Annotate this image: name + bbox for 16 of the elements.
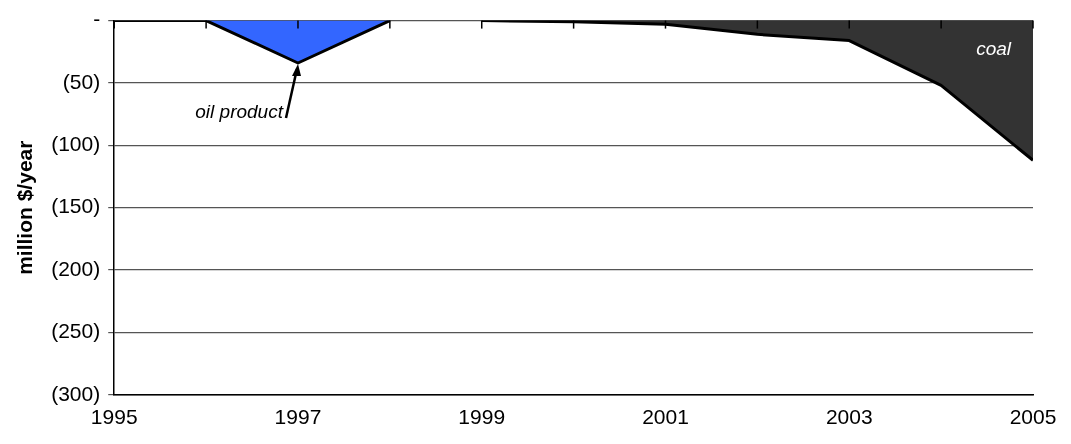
- y-tick-label: (300): [51, 381, 101, 405]
- y-tick-label: (100): [51, 132, 101, 156]
- y-tick-label: (250): [51, 319, 101, 343]
- x-tick-label: 1999: [458, 405, 506, 429]
- y-tick-label: (150): [51, 194, 101, 218]
- annotation: oil product: [195, 101, 284, 123]
- x-tick-label: 1995: [90, 405, 138, 429]
- x-tick-label: 2005: [1009, 405, 1057, 429]
- annotation: coal: [976, 38, 1012, 60]
- y-axis-title: million $/year: [13, 140, 37, 275]
- y-tick-label: (50): [62, 69, 101, 93]
- x-tick-label: 1997: [274, 405, 322, 429]
- x-tick-label: 2003: [825, 405, 873, 429]
- x-tick-label: 2001: [642, 405, 689, 429]
- y-tick-label: (200): [51, 256, 101, 280]
- y-tick-label: -: [93, 7, 101, 31]
